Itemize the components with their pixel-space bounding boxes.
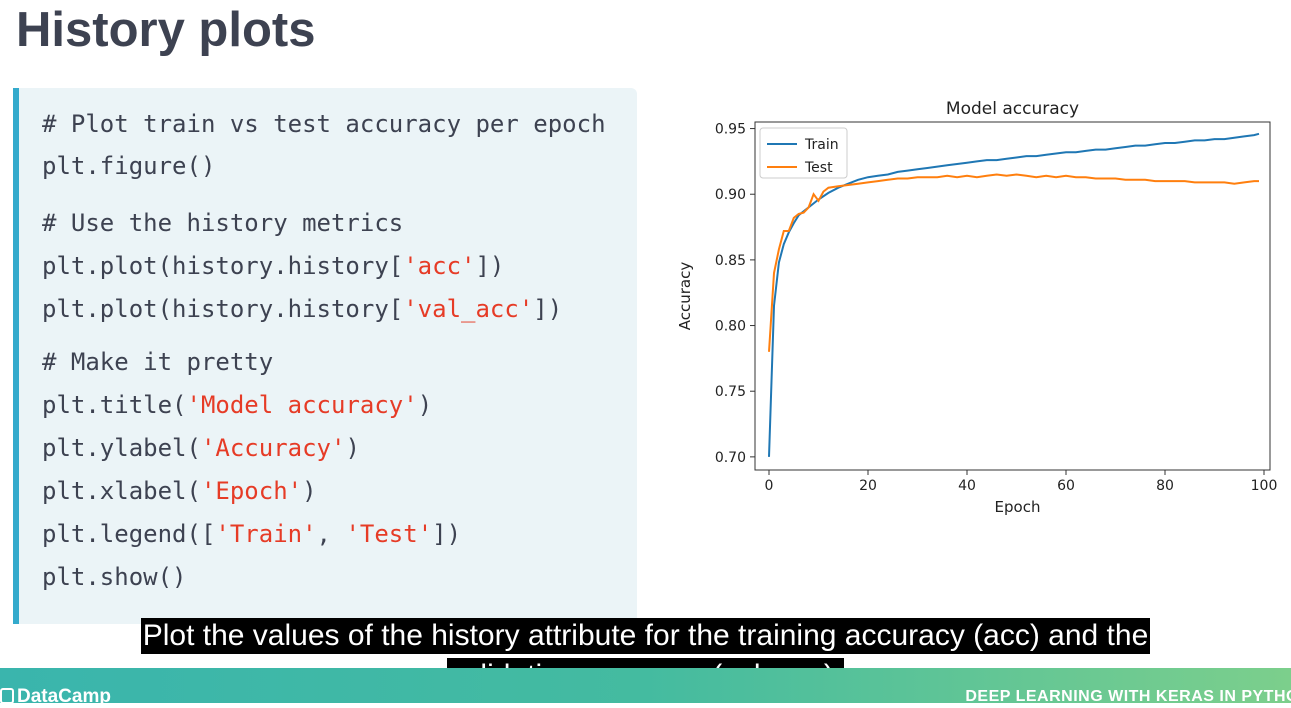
course-name: DEEP LEARNING WITH KERAS IN PYTHON <box>965 688 1291 705</box>
x-tick-label: 100 <box>1251 478 1278 494</box>
code-text: ]) <box>475 252 505 280</box>
code-line: # Use the history metrics <box>42 209 403 237</box>
datacamp-logo: DataCamp <box>0 686 111 708</box>
y-tick-label: 0.70 <box>715 450 746 466</box>
code-text: ) <box>417 391 433 419</box>
x-tick-label: 20 <box>859 478 877 494</box>
code-string: 'Accuracy' <box>200 434 346 462</box>
caption-line-1: Plot the values of the history attribute… <box>140 618 1151 654</box>
code-text: plt.plot(history.history[ <box>42 295 404 323</box>
code-text: # Use the history metrics <box>42 209 404 237</box>
x-tick-label: 80 <box>1156 478 1174 494</box>
code-block: # Plot train vs test accuracy per epoch p… <box>13 88 637 624</box>
code-text: plt.title( <box>42 391 187 419</box>
code-text: plt.xlabel( <box>42 477 201 505</box>
code-text: , <box>316 520 346 548</box>
slide-title: History plots <box>16 3 316 57</box>
chart-svg: Model accuracy 0 20 40 60 80 100 0.70 0.75 0.80 0.… <box>676 99 1278 516</box>
code-line: # Plot train vs test accuracy per epoch <box>42 110 606 138</box>
code-string: 'Epoch' <box>200 477 303 505</box>
code-text: ) <box>345 434 360 462</box>
code-string: 'acc' <box>403 252 476 280</box>
x-tick-label: 0 <box>765 478 774 494</box>
legend-label-train: Train <box>804 137 839 153</box>
legend-box <box>759 127 848 179</box>
code-text: plt.figure() <box>42 152 216 180</box>
code-line: plt.legend(['Train', 'Test']) <box>42 520 461 548</box>
series-line-train <box>768 132 1260 457</box>
code-line: # Make it pretty <box>42 348 273 376</box>
x-axis-label: Epoch <box>995 498 1041 516</box>
code-text: plt.show() <box>42 563 187 591</box>
legend-label-test: Test <box>804 160 833 176</box>
code-text: # Make it pretty <box>42 348 274 376</box>
brand-name: DataCamp <box>17 686 111 707</box>
code-line: plt.show() <box>42 563 187 591</box>
code-text: plt.legend([ <box>42 520 216 548</box>
y-axis-label: Accuracy <box>676 262 694 331</box>
code-line: plt.plot(history.history['val_acc']) <box>42 295 562 323</box>
x-tick-label: 60 <box>1057 478 1075 494</box>
code-text: plt.plot(history.history[ <box>42 252 404 280</box>
code-string: 'val_acc' <box>403 295 534 323</box>
x-tick-label: 40 <box>958 478 976 494</box>
code-line: plt.ylabel('Accuracy') <box>42 434 360 462</box>
code-string: 'Train' <box>215 520 317 548</box>
y-tick-label: 0.95 <box>715 122 746 138</box>
code-line: plt.figure() <box>42 152 215 180</box>
code-text: plt.ylabel( <box>42 434 201 462</box>
code-text: ]) <box>533 295 563 323</box>
footer-bar: DataCamp DEEP LEARNING WITH KERAS IN PYT… <box>0 668 1291 707</box>
y-tick-label: 0.90 <box>715 187 746 203</box>
code-string: 'Test' <box>345 520 433 548</box>
y-tick-label: 0.80 <box>715 319 746 335</box>
code-text: ) <box>302 477 317 505</box>
datacamp-icon <box>0 688 14 704</box>
series-line-test <box>768 173 1259 352</box>
code-line: plt.xlabel('Epoch') <box>42 477 317 505</box>
code-string: 'Model accuracy' <box>186 391 418 419</box>
accuracy-chart: Model accuracy 0 20 40 60 80 100 0.70 0.75 0.80 0.… <box>670 95 1280 525</box>
code-text: ]) <box>432 520 462 548</box>
code-line: plt.title('Model accuracy') <box>42 391 432 419</box>
code-line: plt.plot(history.history['acc']) <box>42 252 504 280</box>
code-text: # Plot train vs test accuracy per epoch <box>42 110 606 138</box>
plot-frame <box>754 121 1271 471</box>
chart-title: Model accuracy <box>946 99 1079 119</box>
y-tick-label: 0.85 <box>715 253 746 269</box>
y-tick-label: 0.75 <box>715 384 746 400</box>
